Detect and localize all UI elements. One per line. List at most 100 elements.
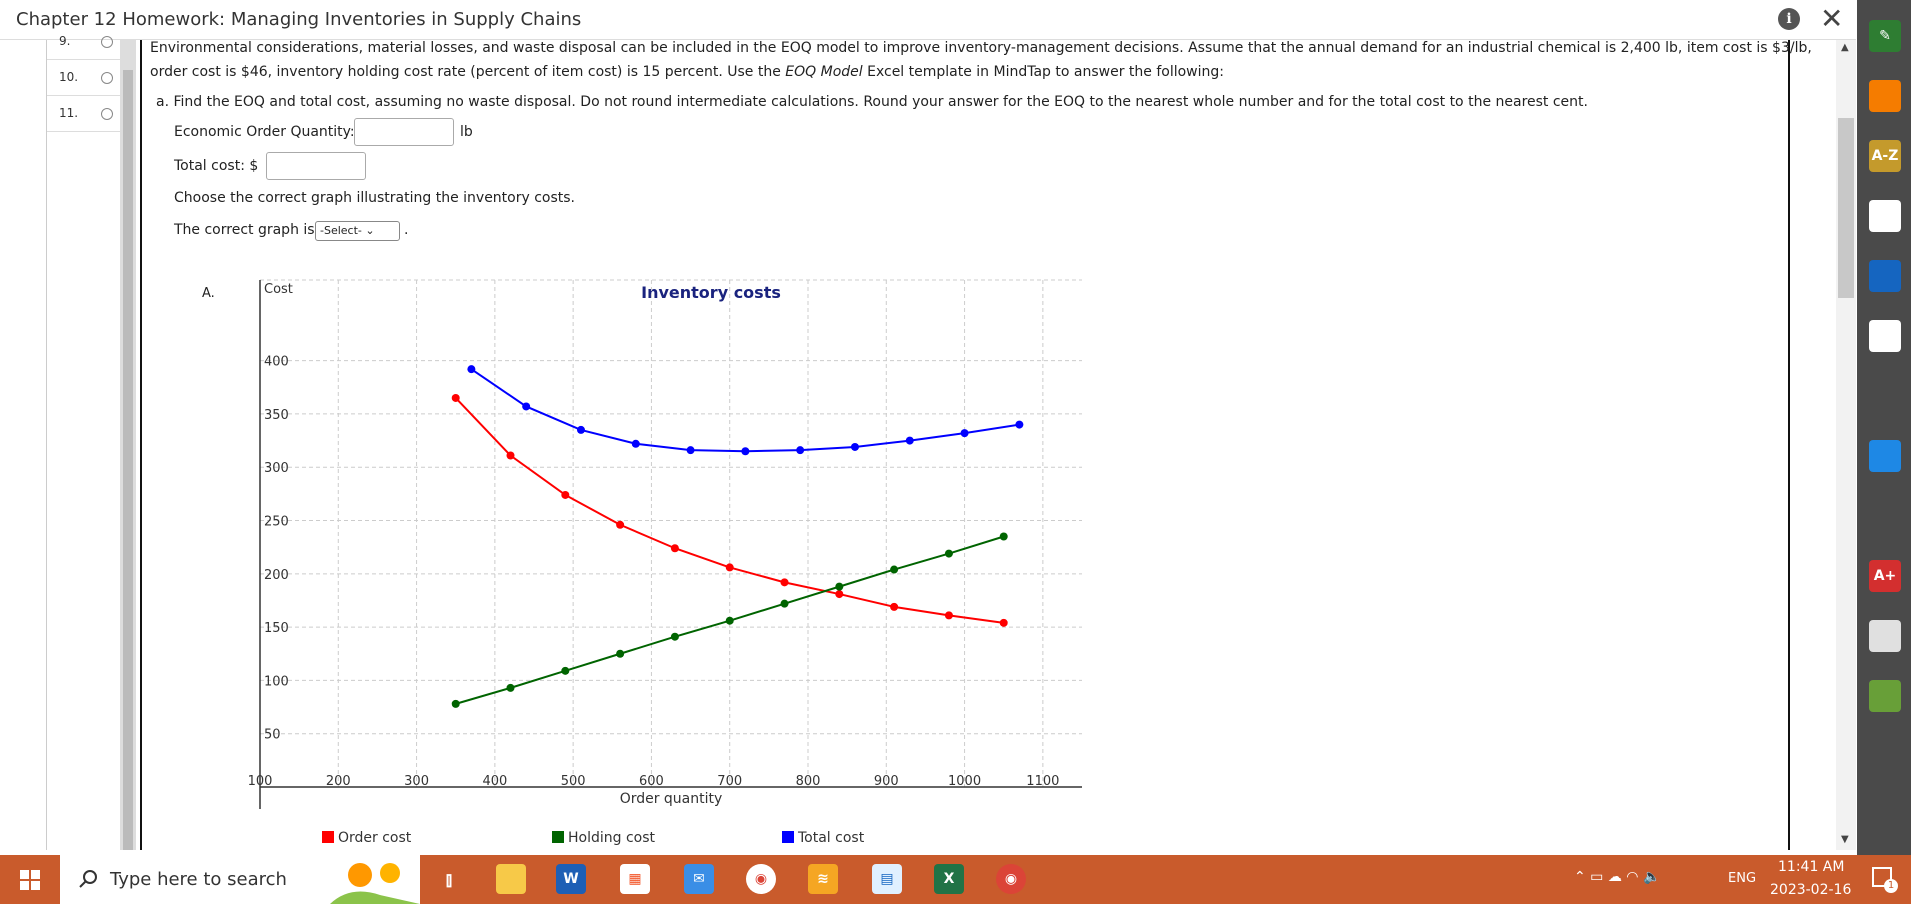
excel-icon[interactable]: X — [934, 864, 964, 894]
y-tick-label: 50 — [264, 728, 281, 743]
taskbar-search-box[interactable]: Type here to search — [60, 855, 420, 904]
file-explorer-icon[interactable] — [496, 864, 526, 894]
x-tick-label: 800 — [796, 774, 821, 789]
graph-select-prefix: The correct graph is — [174, 222, 315, 238]
data-point — [522, 402, 531, 411]
notebook-icon[interactable] — [1869, 620, 1901, 652]
question-number: 11. — [59, 106, 79, 120]
az-dictionary-icon[interactable]: A-Z — [1869, 140, 1901, 172]
question-item-10[interactable]: 10. — [47, 60, 121, 96]
y-tick-label: 250 — [264, 515, 289, 530]
notification-badge: 1 — [1884, 879, 1898, 893]
data-point — [890, 602, 899, 611]
onedrive-icon[interactable] — [1869, 440, 1901, 472]
question-item-11[interactable]: 11. — [47, 96, 121, 132]
question-status-radio[interactable] — [101, 72, 113, 84]
search-icon — [79, 870, 97, 888]
legend-label: Total cost — [797, 830, 865, 846]
inventory-costs-chart: Inventory costs Cost 50 100 150 200 250 300 350 4… — [248, 279, 1082, 846]
tray-icons[interactable]: ⌃ ▭ ☁ ◠ 🔈 — [1574, 869, 1661, 885]
data-point — [561, 666, 570, 675]
data-point — [631, 439, 640, 448]
notes-icon[interactable] — [1869, 320, 1901, 352]
y-axis-label: Cost — [264, 282, 293, 297]
data-point — [616, 520, 625, 529]
chrome-profile-icon[interactable]: ◉ — [996, 864, 1026, 894]
choose-graph-text: Choose the correct graph illustrating th… — [174, 190, 576, 206]
data-point — [561, 490, 570, 499]
x-tick-label: 100 — [248, 774, 273, 789]
x-axis-label: Order quantity — [620, 791, 723, 807]
total-cost-input[interactable] — [266, 152, 366, 180]
question-item-9[interactable]: 9. — [47, 24, 121, 60]
part-a-instructions: a. Find the EOQ and total cost, assuming… — [156, 94, 1588, 110]
data-point — [616, 649, 625, 658]
info-icon[interactable]: i — [1778, 8, 1800, 30]
graph-select-dropdown[interactable]: -Select- ⌄ — [315, 221, 400, 241]
circle-progress-icon[interactable] — [1869, 680, 1901, 712]
question-number: 9. — [59, 34, 71, 48]
y-tick-label: 200 — [264, 568, 289, 583]
google-drive-icon[interactable] — [1869, 500, 1901, 532]
clock-time[interactable]: 11:41 AM — [1778, 859, 1845, 875]
data-point — [850, 442, 859, 451]
microsoft-store-icon[interactable]: ▦ — [620, 864, 650, 894]
graph-option-label: A. — [202, 286, 215, 301]
question-list-scrollbar[interactable] — [120, 40, 136, 850]
eoq-input[interactable] — [354, 118, 454, 146]
window-titlebar: Chapter 12 Homework: Managing Inventorie… — [0, 0, 1856, 40]
question-status-radio[interactable] — [101, 108, 113, 120]
data-point — [796, 446, 805, 455]
y-tick-label: 300 — [264, 461, 289, 476]
problem-content: Environmental considerations, material l… — [140, 40, 1812, 850]
data-point — [741, 447, 750, 456]
legend-swatch — [322, 831, 334, 843]
book-icon[interactable] — [1869, 260, 1901, 292]
eoq-label: Economic Order Quantity: — [174, 124, 355, 140]
x-tick-label: 300 — [404, 774, 429, 789]
mail-icon[interactable]: ✉ — [684, 864, 714, 894]
y-tick-label: 350 — [264, 408, 289, 423]
x-tick-label: 200 — [326, 774, 351, 789]
chart-title: Inventory costs — [641, 283, 781, 302]
data-point — [1015, 420, 1024, 429]
data-point — [890, 565, 899, 574]
chrome-icon[interactable]: ◉ — [746, 864, 776, 894]
x-tick-label: 400 — [482, 774, 507, 789]
x-tick-label: 700 — [717, 774, 742, 789]
data-point — [905, 436, 914, 445]
data-point — [999, 618, 1008, 627]
notification-icon[interactable]: 1 — [1872, 867, 1898, 893]
series-line-2 — [470, 368, 1020, 453]
data-point — [506, 451, 515, 460]
data-point — [686, 446, 695, 455]
rss-icon[interactable] — [1869, 80, 1901, 112]
contacts-icon[interactable]: ▤ — [872, 864, 902, 894]
x-tick-label: 1000 — [948, 774, 981, 789]
data-point — [576, 425, 585, 434]
aplus-icon[interactable]: A+ — [1869, 560, 1901, 592]
window-title: Chapter 12 Homework: Managing Inventorie… — [16, 9, 582, 30]
task-view-icon[interactable]: ⫾ — [445, 867, 453, 891]
data-point — [506, 683, 515, 692]
office-icon[interactable] — [1869, 200, 1901, 232]
y-tick-label: 100 — [264, 674, 289, 689]
word-icon[interactable]: W — [556, 864, 586, 894]
data-point — [944, 549, 953, 558]
app-icon[interactable]: ≋ — [808, 864, 838, 894]
pencil-icon[interactable]: ✎ — [1869, 20, 1901, 52]
question-status-radio[interactable] — [101, 36, 113, 48]
data-point — [451, 393, 460, 402]
readspeaker-icon[interactable] — [1869, 380, 1901, 412]
windows-start-icon[interactable] — [0, 855, 60, 904]
data-point — [780, 599, 789, 608]
language-indicator[interactable]: ENG — [1728, 871, 1757, 886]
clock-date[interactable]: 2023-02-16 — [1770, 882, 1852, 898]
data-point — [670, 632, 679, 641]
x-tick-label: 900 — [874, 774, 899, 789]
eoq-model-emphasis: EOQ Model — [785, 64, 863, 80]
close-icon[interactable]: ✕ — [1820, 2, 1844, 35]
data-point — [999, 532, 1008, 541]
content-scrollbar[interactable]: ▲ ▼ — [1836, 40, 1856, 850]
flower-decoration-icon — [330, 863, 420, 904]
